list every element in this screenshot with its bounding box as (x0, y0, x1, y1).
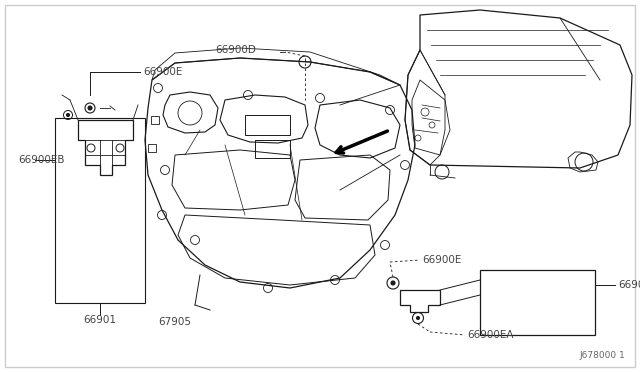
Bar (255, 140, 290, 158)
Bar (55, 118, 145, 303)
Text: 66900EB: 66900EB (18, 155, 65, 165)
Text: 67905: 67905 (159, 317, 191, 327)
Text: 66900D: 66900D (215, 45, 256, 55)
Text: 66900: 66900 (618, 280, 640, 290)
Bar (245, 115, 290, 135)
Bar (148, 144, 156, 152)
Bar (151, 116, 159, 124)
Circle shape (391, 281, 395, 285)
Bar (480, 270, 595, 335)
Circle shape (88, 106, 92, 110)
Text: 66900E: 66900E (422, 255, 461, 265)
Text: 66900E: 66900E (143, 67, 182, 77)
Circle shape (67, 113, 70, 116)
Circle shape (417, 317, 419, 320)
Text: 66901: 66901 (83, 315, 116, 325)
Text: 66900EA: 66900EA (467, 330, 513, 340)
Text: J678000 1: J678000 1 (579, 350, 625, 359)
